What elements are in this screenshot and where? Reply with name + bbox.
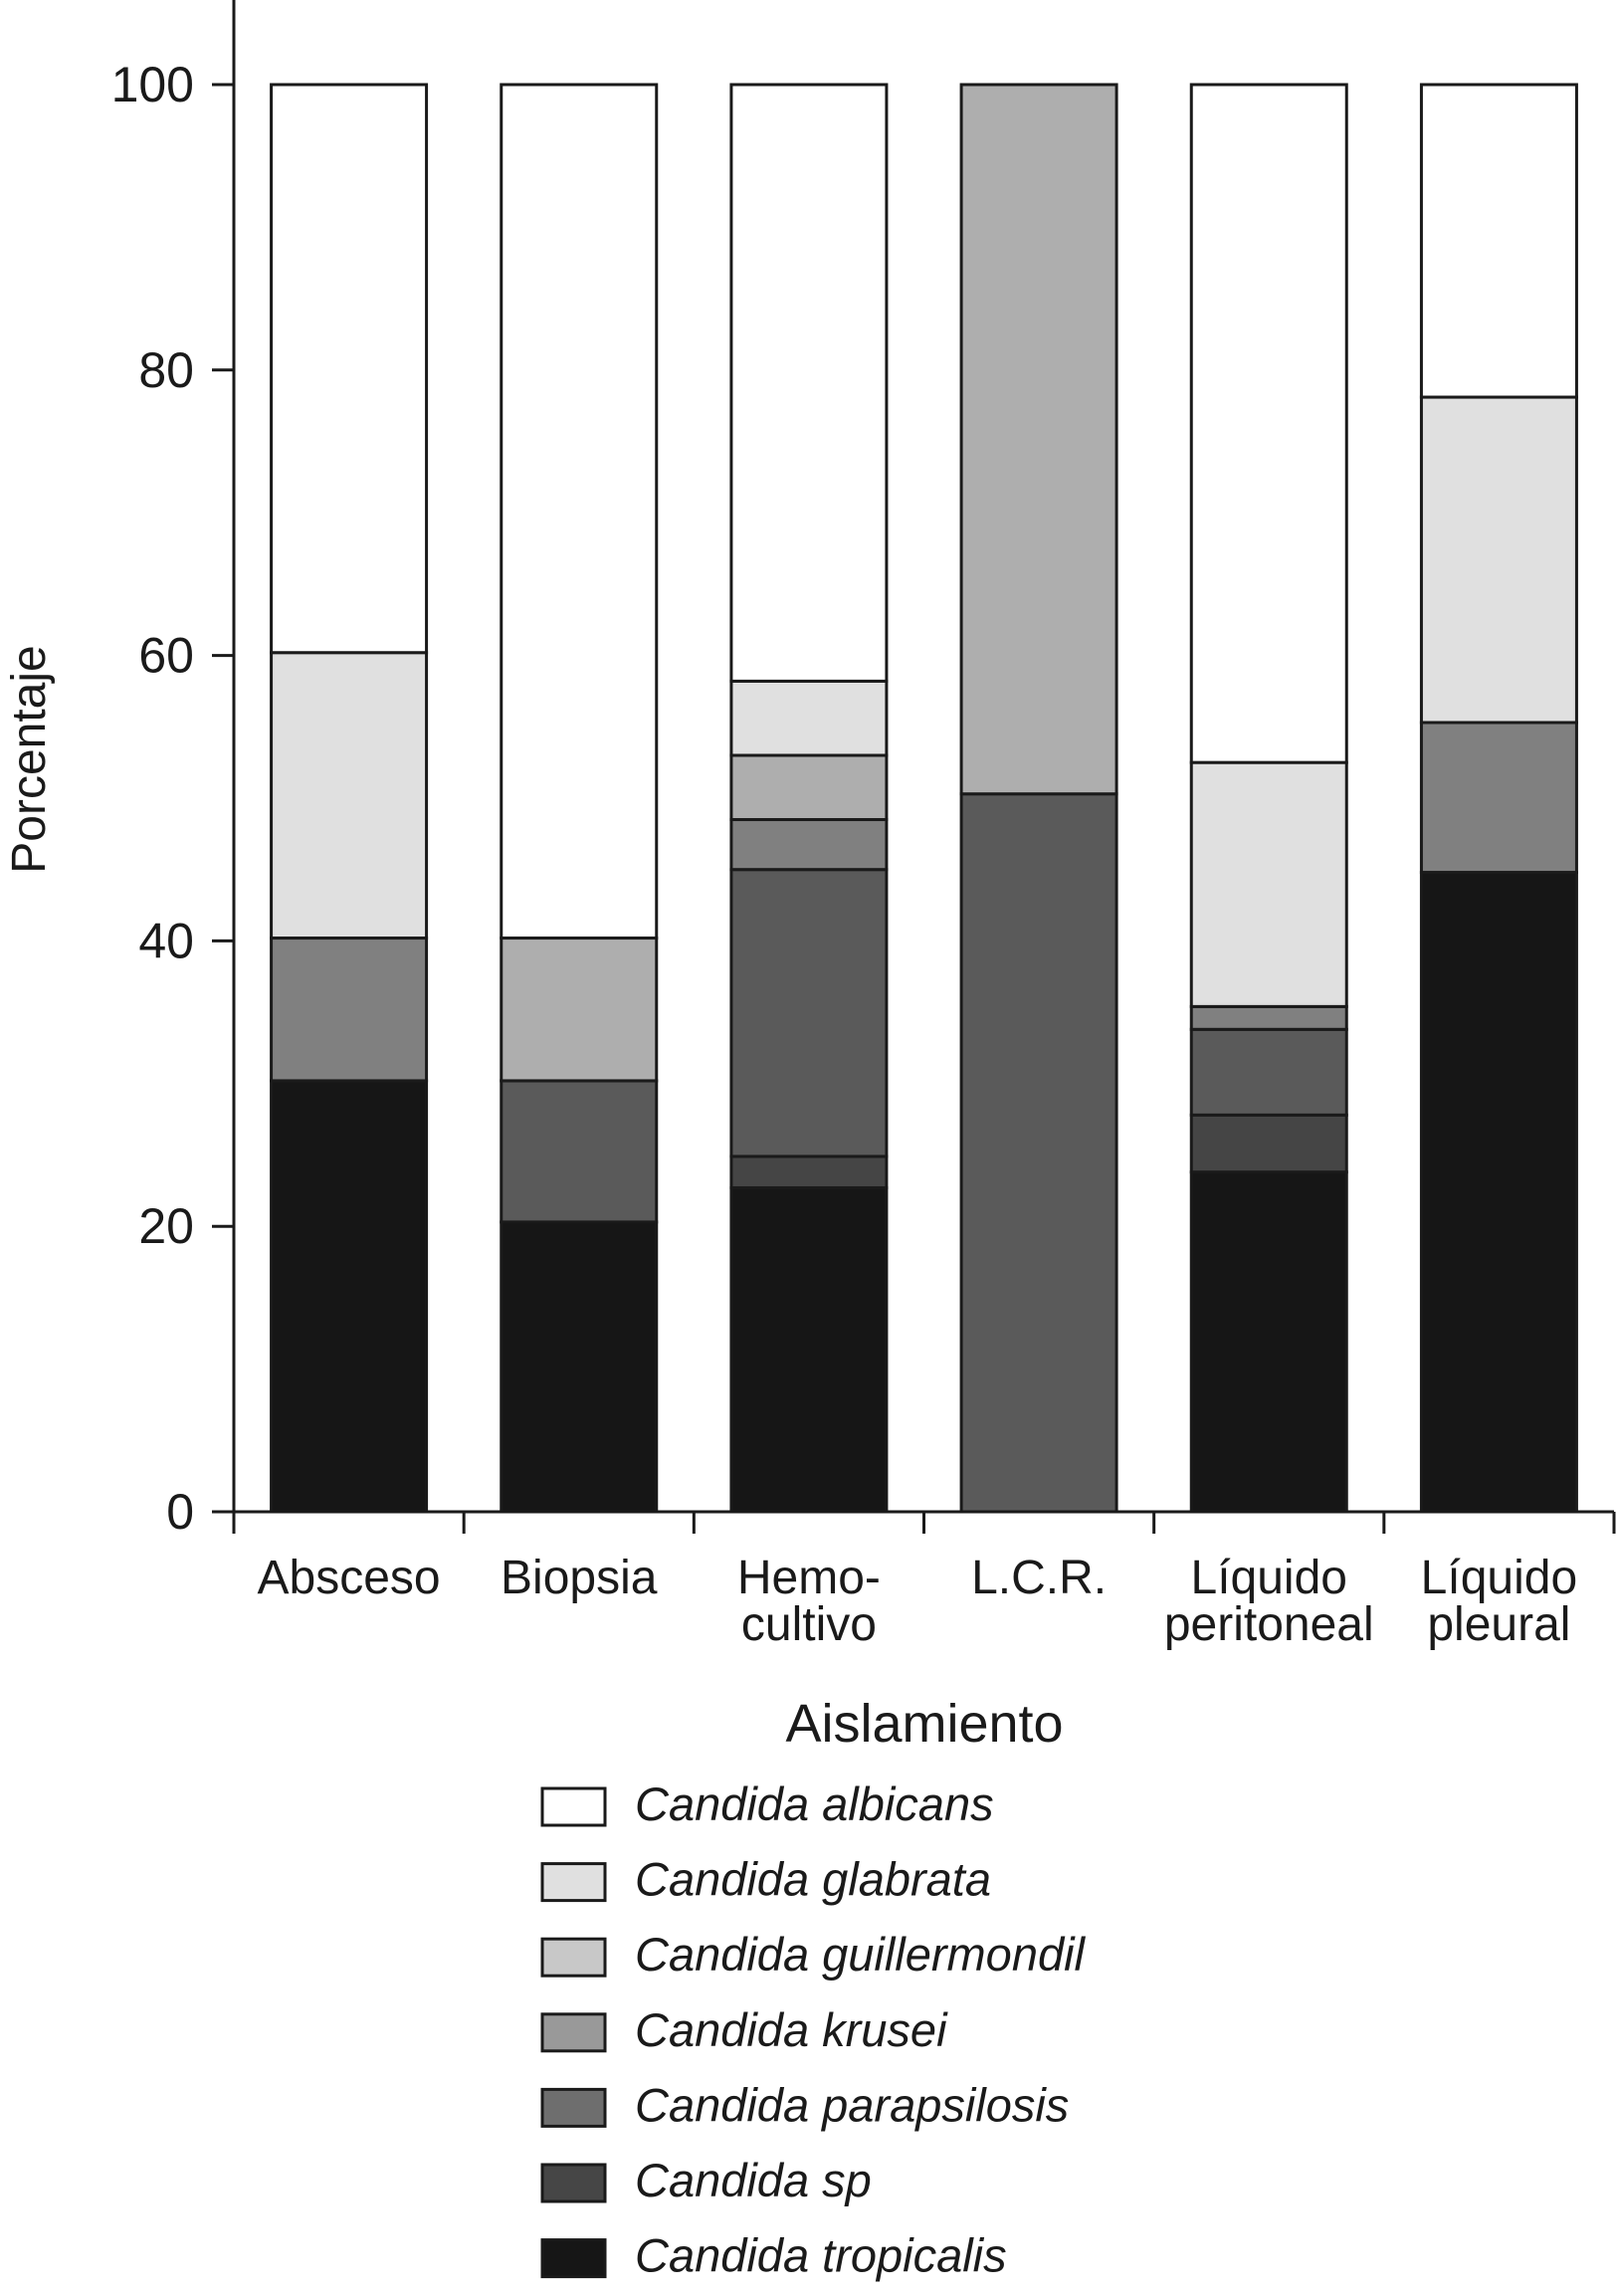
bar-segment-candida-krusei [729,818,889,872]
legend-label: Candida albicans [635,1777,994,1830]
y-axis-label: Porcentaje [3,645,56,873]
bar-segment-candida-albicans [1419,83,1578,399]
bar-segment-candida-krusei [1419,721,1578,875]
legend-label: Candida krusei [635,2003,948,2056]
x-tick-label: L.C.R. [971,1552,1107,1604]
x-tick-label: Líquido [1421,1552,1577,1604]
bar-segment-candida-tropicalis [270,1079,429,1514]
legend-label: Candida parapsilosis [635,2078,1069,2131]
x-tick-label: Biopsia [501,1552,658,1604]
bar-segment-candida-sp [1189,1113,1348,1174]
bar-segment-candida-krusei [270,937,429,1083]
y-tick-label: 100 [111,57,194,112]
x-tick-label: Líquido [1191,1552,1347,1604]
bar-segment-candida-guillermondil [500,937,659,1083]
bar-segment-candida-sp [729,1154,889,1189]
x-tick-label: cultivo [741,1598,877,1651]
legend-swatch [540,2238,607,2279]
x-tick-label: Absceso [258,1552,441,1604]
bar-segment-candida-guillermondil [959,83,1118,796]
bar-segment-candida-tropicalis [500,1220,659,1514]
legend-label: Candida glabrata [635,1853,991,1906]
legend-label: Candida sp [635,2154,872,2206]
x-tick-label: pleural [1427,1598,1570,1651]
y-tick-label: 20 [138,1198,194,1254]
bar-segment-candida-glabrata [270,651,429,940]
bar-segment-candida-albicans [500,83,659,940]
y-tick-label: 40 [138,913,194,968]
bar-segment-candida-glabrata [729,679,889,757]
bar-segment-candida-parapsilosis [1189,1027,1348,1117]
bar-segment-candida-tropicalis [1419,871,1578,1514]
bar-segment-candida-guillermondil [729,753,889,822]
y-tick-label: 80 [138,342,194,398]
legend-swatch [540,1786,607,1827]
bar-segment-candida-parapsilosis [729,868,889,1158]
bar-segment-candida-krusei [1189,1004,1348,1031]
legend-swatch [540,2087,607,2128]
x-tick-label: Hemo- [737,1552,881,1604]
legend-swatch [540,1937,607,1978]
y-tick-label: 0 [166,1484,194,1540]
bar-segment-candida-albicans [1189,83,1348,764]
x-tick-label: peritoneal [1164,1598,1374,1651]
legend-label: Candida guillermondil [635,1928,1087,1981]
bar-segment-candida-glabrata [1419,395,1578,725]
x-axis-label: Aislamiento [785,1694,1063,1754]
bar-segment-candida-parapsilosis [959,792,1118,1514]
bar-segment-candida-albicans [270,83,429,655]
legend-swatch [540,2012,607,2053]
legend-label: Candida tropicalis [635,2229,1007,2282]
legend-swatch [540,2163,607,2203]
bar-segment-candida-tropicalis [729,1185,889,1514]
legend-swatch [540,1862,607,1903]
bar-segment-candida-albicans [729,83,889,683]
bar-segment-candida-tropicalis [1189,1170,1348,1514]
y-tick-label: 60 [138,628,194,684]
bar-segment-candida-parapsilosis [500,1079,659,1224]
bar-segment-candida-glabrata [1189,760,1348,1008]
